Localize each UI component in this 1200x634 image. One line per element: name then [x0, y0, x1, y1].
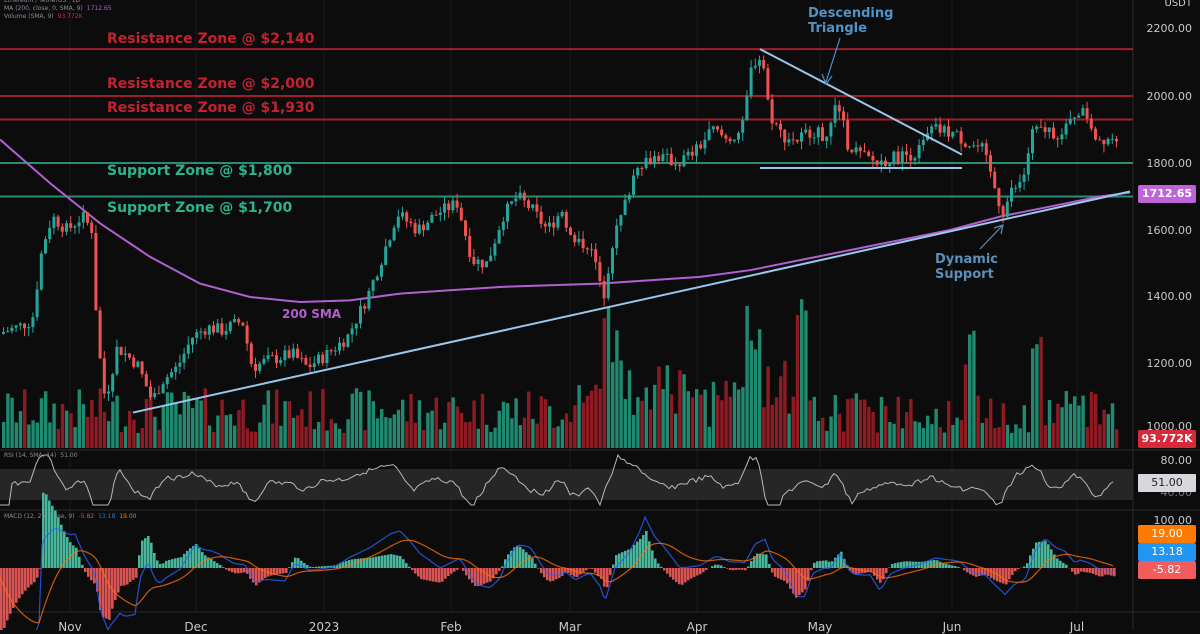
- macd-histogram-tag: -5.82: [1138, 561, 1196, 579]
- annotation-line: Dynamic: [935, 252, 998, 267]
- support-label-1800: Support Zone @ $1,800: [107, 163, 292, 179]
- dynamic-support-annotation: Dynamic Support: [935, 252, 998, 282]
- rsi-tag: 51.00: [1138, 474, 1196, 492]
- support-label-1700: Support Zone @ $1,700: [107, 200, 292, 216]
- time-axis-label: Mar: [559, 620, 582, 634]
- time-axis-label: Nov: [58, 620, 81, 634]
- macd-signal-tag: 19.00: [1138, 525, 1196, 543]
- sma-annotation: 200 SMA: [282, 307, 341, 322]
- price-tick: 2200.00: [1147, 22, 1193, 35]
- annotation-line: Descending: [808, 6, 893, 21]
- annotation-line: Support: [935, 267, 998, 282]
- rsi-title: RSI (14, SMA, 14)51.00: [4, 452, 78, 459]
- time-axis-label: Apr: [687, 620, 708, 634]
- price-tick: 1400.00: [1147, 290, 1193, 303]
- time-axis-label: May: [808, 620, 833, 634]
- legend-ma: MA (200, close, 0, SMA, 9)1712.65: [4, 5, 112, 12]
- legend-symbol: Ethereum / TetherUS · 1D: [4, 0, 80, 4]
- annotation-line: Triangle: [808, 21, 893, 36]
- price-tick: 1600.00: [1147, 224, 1193, 237]
- resistance-label-2140: Resistance Zone @ $2,140: [107, 31, 315, 47]
- rsi-tick: 80.00: [1161, 454, 1193, 467]
- currency-label: USDT: [1165, 0, 1192, 9]
- descending-triangle-annotation: Descending Triangle: [808, 6, 893, 36]
- sma-price-tag: 1712.65: [1138, 185, 1196, 203]
- time-axis-label: Dec: [184, 620, 207, 634]
- rsi-band: [0, 469, 1133, 500]
- legend-volume: Volume (SMA, 9)93.772K: [4, 13, 83, 20]
- resistance-label-2000: Resistance Zone @ $2,000: [107, 76, 315, 92]
- price-tick: 1800.00: [1147, 157, 1193, 170]
- volume-tag: 93.772K: [1138, 430, 1196, 448]
- price-tick: 2000.00: [1147, 90, 1193, 103]
- time-axis-label: Jun: [943, 620, 962, 634]
- time-axis-label: Feb: [440, 620, 461, 634]
- macd-line-tag: 13.18: [1138, 543, 1196, 561]
- resistance-label-1930: Resistance Zone @ $1,930: [107, 100, 315, 116]
- price-tick: 1200.00: [1147, 357, 1193, 370]
- time-axis-label: 2023: [309, 620, 340, 634]
- time-axis-label: Jul: [1070, 620, 1084, 634]
